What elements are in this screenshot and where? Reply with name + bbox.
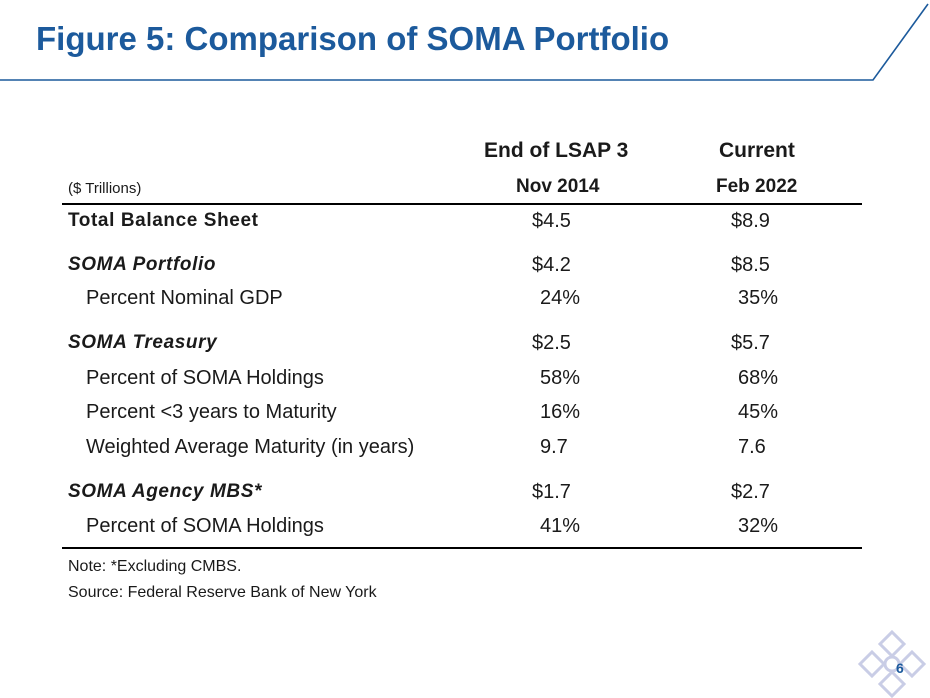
row-value-feb-2022: 32% — [738, 515, 779, 537]
row-value-feb-2022: 45% — [738, 401, 779, 423]
row-label: Total Balance Sheet — [68, 210, 259, 231]
row-value-feb-2022: $8.9 — [731, 210, 770, 232]
row-value-nov-2014: 41% — [540, 515, 581, 537]
row-value-feb-2022: $5.7 — [731, 332, 770, 354]
row-value-feb-2022: 7.6 — [738, 436, 766, 458]
row-value-nov-2014: 16% — [540, 401, 581, 423]
row-value-feb-2022: $8.5 — [731, 254, 770, 276]
table-row: Total Balance Sheet $4.5 $8.9 — [0, 210, 930, 240]
row-value-feb-2022: $2.7 — [731, 481, 770, 503]
row-label: Weighted Average Maturity (in years) — [86, 436, 415, 458]
lattice-logo-icon — [857, 629, 927, 698]
row-label: Percent of SOMA Holdings — [86, 515, 324, 537]
table-note: Note: *Excluding CMBS. — [68, 558, 242, 575]
row-value-feb-2022: 35% — [738, 287, 779, 309]
table-top-rule — [62, 203, 862, 205]
row-value-feb-2022: 68% — [738, 367, 779, 389]
table-row: SOMA Agency MBS* $1.7 $2.7 — [0, 481, 930, 511]
row-label: Percent of SOMA Holdings — [86, 367, 324, 389]
table-bottom-rule — [62, 547, 862, 549]
table-row: SOMA Treasury $2.5 $5.7 — [0, 332, 930, 362]
table-row: Percent of SOMA Holdings 41% 32% — [0, 515, 930, 545]
table-row: Weighted Average Maturity (in years) 9.7… — [0, 436, 930, 466]
col2-header-line1: Current — [719, 139, 795, 162]
title-rule — [0, 3, 929, 81]
col1-header-line2: Nov 2014 — [516, 176, 600, 197]
table-source: Source: Federal Reserve Bank of New York — [68, 584, 377, 601]
table-row: Percent of SOMA Holdings 58% 68% — [0, 367, 930, 397]
row-value-nov-2014: $2.5 — [532, 332, 571, 354]
table-row: Percent <3 years to Maturity 16% 45% — [0, 401, 930, 431]
row-value-nov-2014: 24% — [540, 287, 581, 309]
row-value-nov-2014: 58% — [540, 367, 581, 389]
units-label: ($ Trillions) — [68, 180, 142, 197]
table-row: Percent Nominal GDP 24% 35% — [0, 287, 930, 317]
row-value-nov-2014: $4.5 — [532, 210, 571, 232]
row-label: Percent <3 years to Maturity — [86, 401, 337, 423]
row-value-nov-2014: $1.7 — [532, 481, 571, 503]
col1-header-line1: End of LSAP 3 — [484, 139, 629, 162]
table-row: SOMA Portfolio $4.2 $8.5 — [0, 254, 930, 284]
page-number: 6 — [896, 660, 904, 676]
page-title: Figure 5: Comparison of SOMA Portfolio — [36, 20, 670, 57]
row-value-nov-2014: 9.7 — [540, 436, 568, 458]
row-value-nov-2014: $4.2 — [532, 254, 571, 276]
col2-header-line2: Feb 2022 — [716, 176, 798, 197]
row-label: Percent Nominal GDP — [86, 287, 283, 309]
row-label: SOMA Agency MBS* — [68, 481, 262, 502]
row-label: SOMA Treasury — [68, 332, 218, 353]
row-label: SOMA Portfolio — [68, 254, 217, 275]
